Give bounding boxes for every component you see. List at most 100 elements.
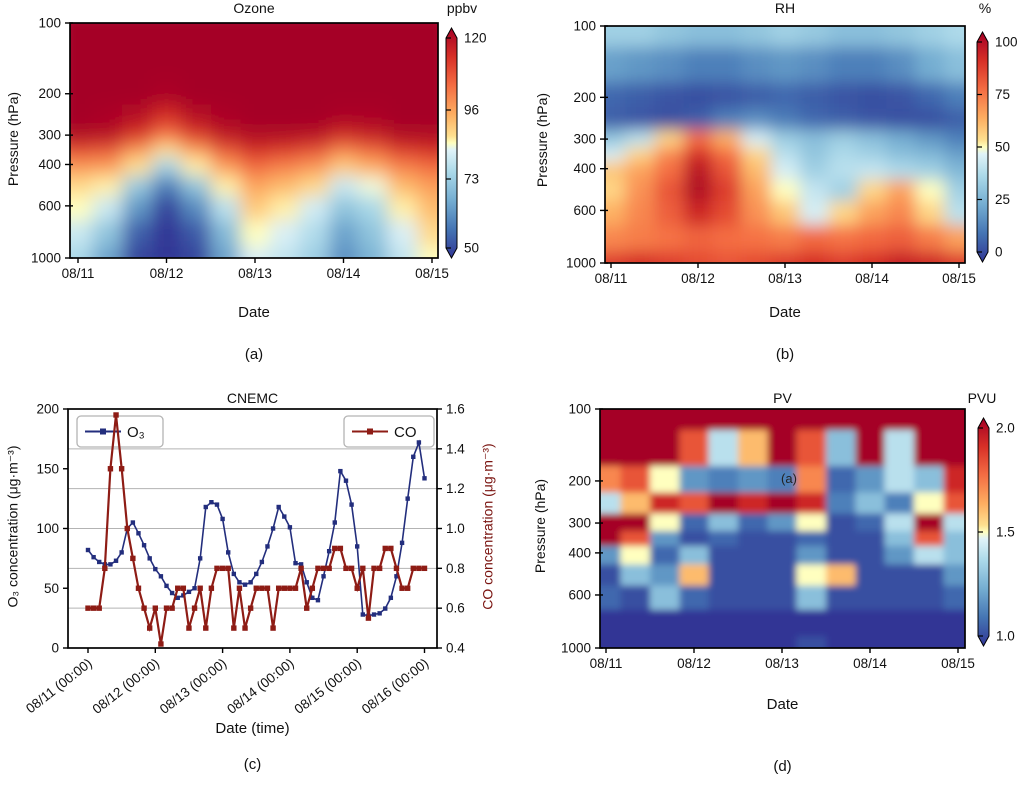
panel-c-xlabel: Date (time) bbox=[215, 720, 290, 737]
data-marker bbox=[208, 585, 215, 591]
tick-label: 73 bbox=[464, 172, 479, 187]
tick-label: 1.4 bbox=[446, 441, 465, 456]
data-marker bbox=[259, 559, 265, 565]
data-marker bbox=[304, 605, 310, 611]
data-marker bbox=[410, 565, 416, 572]
data-marker bbox=[382, 545, 388, 552]
data-marker bbox=[388, 595, 394, 601]
data-marker bbox=[349, 502, 354, 507]
data-marker bbox=[130, 520, 136, 525]
legend-label: O₃ bbox=[127, 424, 145, 441]
panel-b-colorbar-unit: % bbox=[978, 0, 992, 16]
data-marker bbox=[141, 605, 147, 611]
data-marker bbox=[404, 585, 411, 591]
data-marker bbox=[259, 585, 265, 591]
tick-label: 0.6 bbox=[446, 601, 465, 616]
panel-c-plot: O₃ CO 0 50 100 150 200 0.4 0.6 0.8 1.0 1.2 1.4 1.6 08/… bbox=[23, 402, 465, 717]
panel-c-caption: (c) bbox=[243, 756, 262, 773]
panel-cnemc: CNEMC O₃ concentration (μg·m⁻³) CO conce… bbox=[0, 390, 512, 786]
data-marker bbox=[377, 611, 382, 616]
data-marker bbox=[275, 585, 282, 591]
tick-label: 08/14 bbox=[855, 271, 889, 286]
tick-label: 200 bbox=[36, 402, 59, 417]
tick-label: 100 bbox=[38, 16, 61, 31]
tick-label: 300 bbox=[38, 128, 61, 143]
tick-label: 200 bbox=[38, 86, 61, 101]
data-marker bbox=[214, 502, 220, 507]
data-marker bbox=[169, 605, 175, 611]
tick-label: 08/12 bbox=[681, 271, 715, 286]
data-marker bbox=[85, 547, 91, 553]
tick-label: 600 bbox=[568, 587, 591, 602]
data-marker bbox=[158, 574, 164, 579]
data-marker bbox=[141, 543, 147, 548]
data-marker bbox=[365, 615, 372, 621]
colorbar bbox=[445, 26, 458, 260]
panel-pv: PV PVU Pressure (hPa) 100 200 300 400 600 100… bbox=[512, 390, 1024, 786]
data-marker bbox=[214, 565, 220, 572]
tick-label: 25 bbox=[995, 192, 1010, 207]
data-marker bbox=[225, 565, 231, 572]
data-marker bbox=[360, 612, 366, 617]
data-marker bbox=[309, 585, 316, 591]
data-marker bbox=[287, 585, 293, 591]
data-marker bbox=[343, 478, 349, 483]
data-marker bbox=[203, 625, 209, 631]
tick-label: 600 bbox=[573, 203, 596, 218]
tick-label: 50 bbox=[995, 140, 1010, 155]
data-marker bbox=[136, 531, 141, 536]
data-marker bbox=[152, 605, 158, 611]
tick-label: 200 bbox=[568, 473, 591, 488]
tick-label: 08/12 bbox=[150, 266, 184, 281]
data-marker bbox=[107, 466, 114, 472]
tick-label: 08/15 (00:00) bbox=[292, 656, 365, 717]
tick-label: 200 bbox=[573, 90, 596, 105]
data-marker bbox=[332, 545, 338, 552]
panel-ozone: Ozone ppbv Pressure (hPa) 100 200 300 400 60… bbox=[0, 0, 512, 390]
panel-d-inner-annotation: (a) bbox=[781, 471, 797, 486]
data-marker bbox=[394, 574, 399, 579]
data-marker bbox=[91, 554, 96, 560]
data-marker bbox=[293, 560, 298, 566]
panel-a-title: Ozone bbox=[233, 0, 275, 16]
tick-label: 120 bbox=[464, 31, 487, 46]
data-marker bbox=[164, 583, 169, 589]
data-marker bbox=[242, 582, 248, 587]
plot-frame bbox=[69, 22, 439, 259]
tick-label: 400 bbox=[38, 157, 61, 172]
tick-label: 08/15 bbox=[942, 271, 976, 286]
tick-label: 08/11 bbox=[62, 266, 95, 281]
data-marker bbox=[191, 605, 198, 611]
tick-label: 08/13 bbox=[765, 656, 799, 671]
legend-o3: O₃ bbox=[76, 415, 164, 448]
tick-label: 08/14 bbox=[327, 266, 361, 281]
data-marker bbox=[399, 585, 405, 591]
tick-label: 600 bbox=[38, 198, 61, 213]
data-marker bbox=[326, 549, 332, 554]
legend-label: CO bbox=[394, 424, 417, 441]
tick-label: 08/15 bbox=[941, 656, 975, 671]
data-marker bbox=[422, 476, 427, 481]
data-marker bbox=[326, 565, 332, 572]
data-marker bbox=[321, 574, 326, 579]
tick-label: 1.0 bbox=[446, 521, 465, 536]
data-marker bbox=[332, 520, 337, 525]
data-marker bbox=[163, 605, 170, 611]
data-marker bbox=[130, 555, 136, 562]
data-marker bbox=[265, 544, 270, 549]
tick-label: 96 bbox=[464, 103, 479, 118]
tick-label: 50 bbox=[464, 241, 479, 256]
data-marker bbox=[292, 585, 299, 591]
tick-label: 1000 bbox=[31, 251, 61, 266]
data-marker bbox=[254, 571, 259, 577]
data-marker bbox=[169, 590, 175, 596]
data-marker bbox=[186, 625, 192, 631]
tick-label: 08/12 bbox=[677, 656, 711, 671]
data-marker bbox=[270, 526, 276, 531]
data-marker bbox=[153, 566, 158, 572]
data-marker bbox=[97, 559, 102, 565]
data-marker bbox=[85, 605, 91, 611]
data-marker bbox=[304, 580, 309, 585]
data-marker bbox=[119, 550, 124, 555]
